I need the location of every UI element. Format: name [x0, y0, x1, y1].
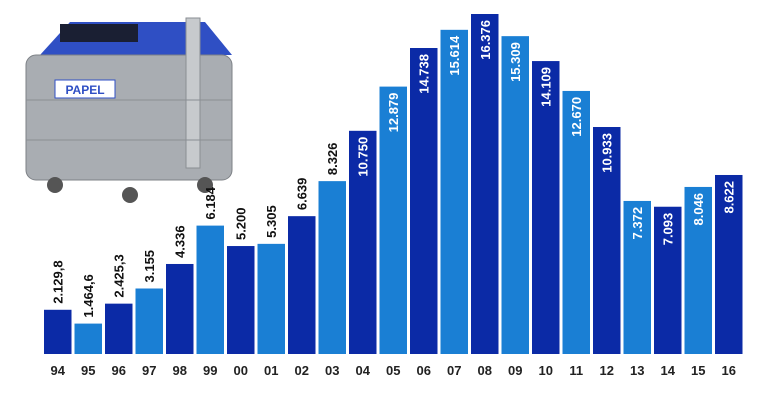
- x-tick-label: 94: [51, 363, 66, 378]
- x-tick-label: 03: [325, 363, 339, 378]
- value-label: 7.093: [661, 213, 676, 246]
- value-label: 8.326: [325, 143, 340, 176]
- value-label: 5.305: [264, 205, 279, 238]
- value-label: 6.639: [295, 178, 310, 211]
- pole: [185, 17, 201, 169]
- wheel: [122, 187, 138, 203]
- bar: [44, 309, 72, 354]
- value-label: 14.738: [417, 54, 432, 94]
- bar: [135, 288, 163, 354]
- wheel: [47, 177, 63, 193]
- x-tick-label: 96: [112, 363, 126, 378]
- x-tick-label: 15: [691, 363, 705, 378]
- x-tick-label: 99: [203, 363, 217, 378]
- bar: [532, 61, 560, 355]
- x-tick-label: 10: [539, 363, 553, 378]
- container-picture: PAPEL: [25, 17, 233, 203]
- bar: [196, 225, 224, 354]
- label-plate: [54, 79, 116, 99]
- bar: [654, 206, 682, 354]
- slot: [60, 24, 138, 42]
- x-tick-label: 14: [661, 363, 676, 378]
- x-tick-label: 97: [142, 363, 156, 378]
- value-label: 3.155: [142, 250, 157, 283]
- value-label: 14.109: [539, 67, 554, 107]
- x-tick-label: 95: [81, 363, 95, 378]
- bar: [715, 174, 743, 354]
- value-label: 8.046: [691, 193, 706, 226]
- x-tick-label: 04: [356, 363, 371, 378]
- value-label: 4.336: [173, 225, 188, 258]
- value-label: 10.750: [356, 137, 371, 177]
- x-tick-label: 02: [295, 363, 309, 378]
- bar: [288, 216, 316, 354]
- value-label: 2.425,3: [112, 254, 127, 297]
- wheel: [197, 177, 213, 193]
- bar: [440, 29, 468, 355]
- bar: [501, 36, 529, 355]
- image-text: PAPEL: [65, 83, 104, 97]
- value-label: 6.184: [203, 186, 218, 219]
- x-tick-label: 11: [569, 363, 583, 378]
- bar: [318, 181, 346, 354]
- bar: [623, 200, 651, 354]
- value-label: 5.200: [234, 207, 249, 240]
- value-label: 15.309: [508, 42, 523, 82]
- bar: [257, 243, 285, 354]
- value-label: 12.670: [569, 97, 584, 137]
- bar: [562, 90, 590, 354]
- value-label: 7.372: [630, 207, 645, 240]
- x-tick-label: 16: [722, 363, 736, 378]
- value-label: 1.464,6: [81, 274, 96, 317]
- x-tick-label: 06: [417, 363, 431, 378]
- value-label: 8.622: [722, 181, 737, 214]
- x-tick-label: 07: [447, 363, 461, 378]
- x-tick-label: 12: [600, 363, 614, 378]
- value-label: 16.376: [478, 20, 493, 60]
- x-tick-label: 13: [630, 363, 644, 378]
- bar: [593, 127, 621, 355]
- bar: [105, 303, 133, 354]
- x-tick-label: 09: [508, 363, 522, 378]
- x-tick-label: 05: [386, 363, 400, 378]
- x-tick-label: 01: [264, 363, 278, 378]
- bar: [166, 263, 194, 354]
- bar: [410, 48, 438, 355]
- bar: [379, 86, 407, 354]
- bar: [74, 323, 102, 354]
- value-label: 2.129,8: [51, 260, 66, 303]
- value-label: 15.614: [447, 35, 462, 76]
- x-tick-label: 00: [234, 363, 248, 378]
- value-label: 12.879: [386, 93, 401, 133]
- bar: [227, 246, 255, 354]
- x-tick-label: 98: [173, 363, 187, 378]
- value-label: 10.933: [600, 133, 615, 173]
- bar: [684, 186, 712, 354]
- bar: [471, 14, 499, 354]
- bin-body: [25, 54, 233, 181]
- x-tick-label: 08: [478, 363, 492, 378]
- bar: [349, 130, 377, 354]
